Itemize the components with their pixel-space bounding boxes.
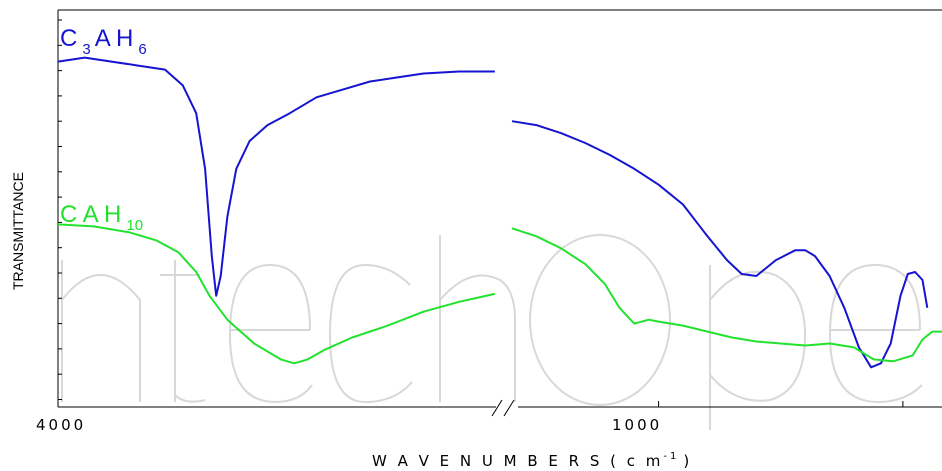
series-line-cah10-left xyxy=(57,223,496,365)
series-line-c3ah6-left xyxy=(57,56,495,297)
axis-break-marks xyxy=(491,399,515,417)
x-axis-title: W A V E N U M B E R S ( c m-1) xyxy=(372,451,692,470)
y-axis-title: TRANSMITTANCE xyxy=(10,172,26,290)
x-tick-label-1000: 1000 xyxy=(612,416,662,434)
watermark xyxy=(61,234,923,430)
series-line-c3ah6-right xyxy=(511,120,929,369)
series-label-cah10: C A H 10 xyxy=(60,201,143,234)
x-tick-label-4000: 4000 xyxy=(36,416,86,434)
y-ticks xyxy=(58,19,62,400)
series-line-cah10-right xyxy=(511,227,942,363)
x-ticks xyxy=(658,401,904,407)
series-layer xyxy=(57,56,942,369)
